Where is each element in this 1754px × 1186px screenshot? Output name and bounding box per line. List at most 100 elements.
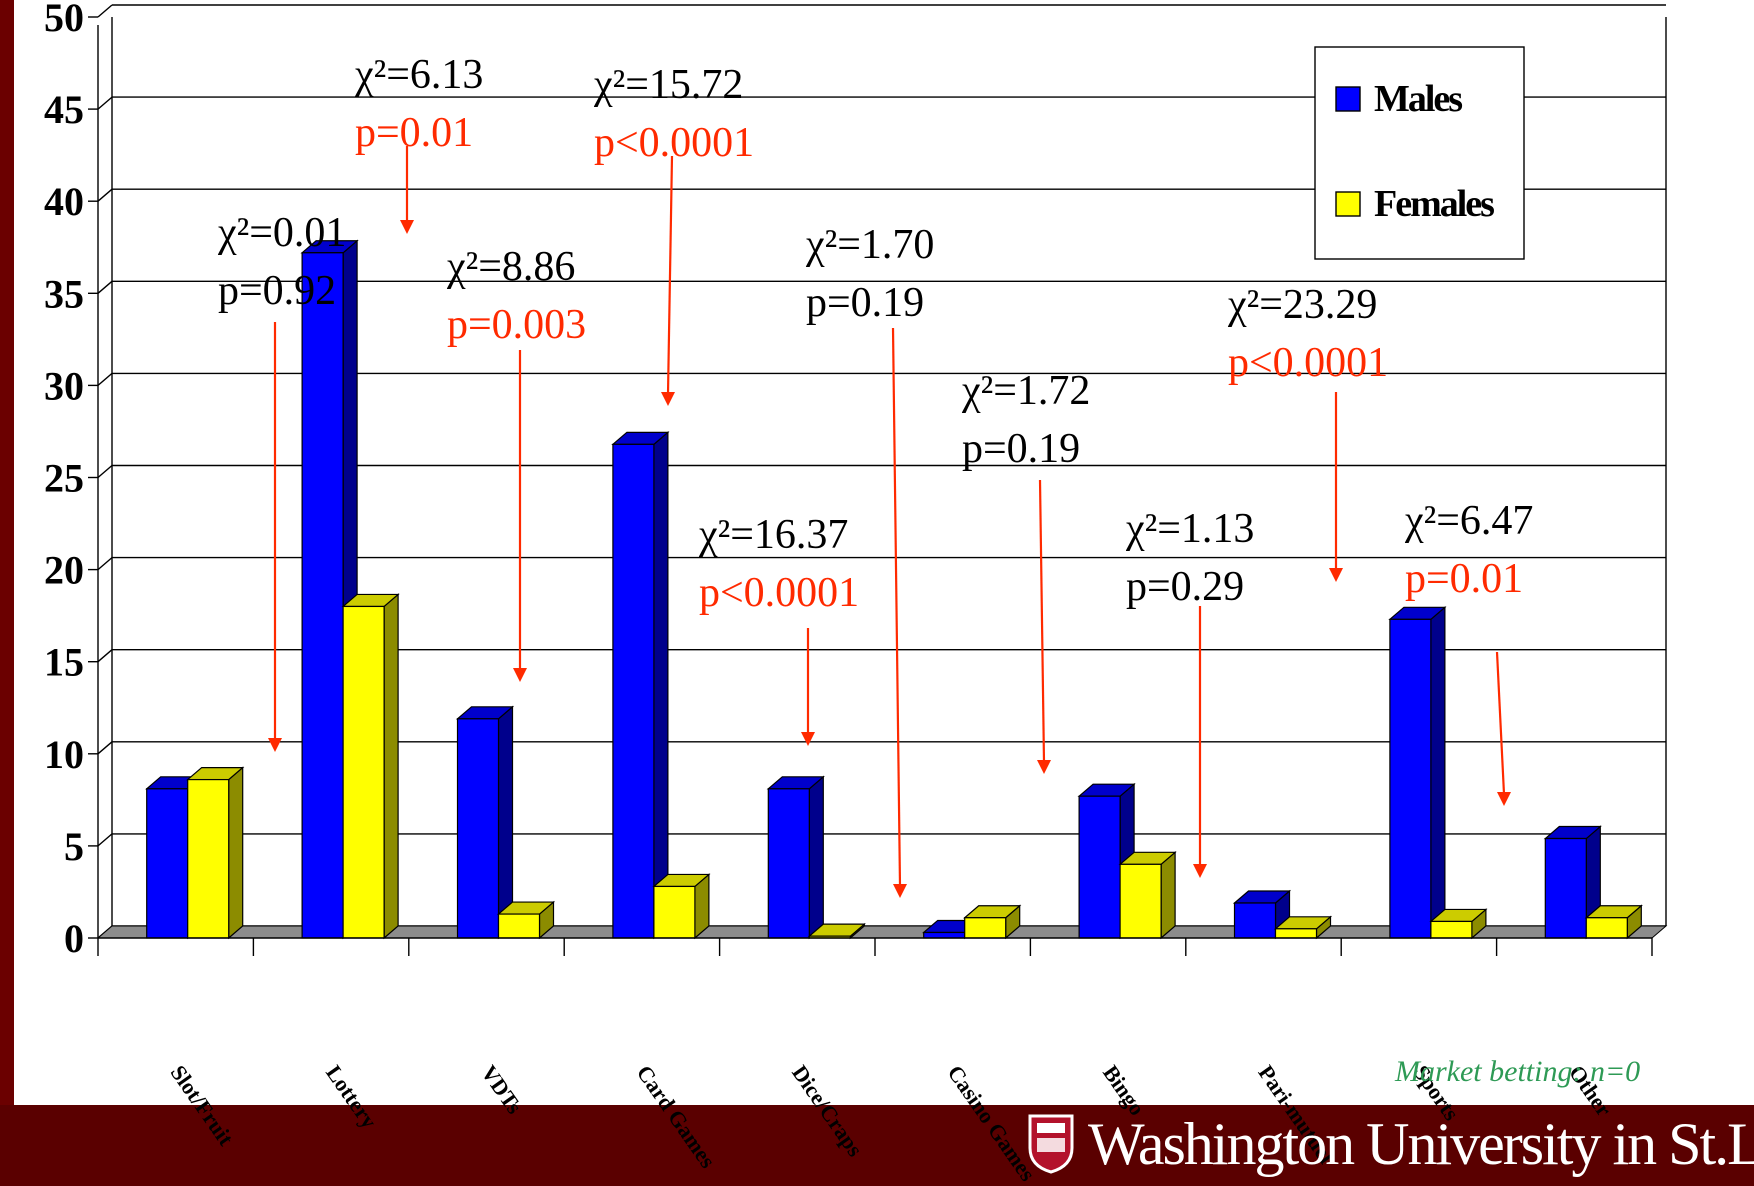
arrow-head — [661, 392, 675, 406]
p-value-label: p=0.29 — [1126, 564, 1244, 610]
bar-front — [187, 778, 230, 939]
arrow-head — [1497, 792, 1511, 806]
bar-females — [1273, 915, 1333, 940]
y-tick-label: 15 — [44, 640, 84, 685]
bar-front — [301, 252, 344, 939]
bar-males — [300, 239, 359, 940]
arrow-head — [400, 220, 414, 234]
bar-front — [1585, 917, 1628, 939]
footer-band — [0, 1105, 1754, 1186]
bar-front — [612, 443, 655, 939]
p-value-label: p=0.92 — [218, 268, 336, 314]
bar-front — [964, 917, 1007, 939]
stat-annotation: χ²=1.70 p=0.19 — [805, 222, 934, 898]
bar-front — [1389, 618, 1432, 939]
bar-front — [923, 931, 966, 939]
arrow-line — [1495, 651, 1506, 795]
bar-females — [1584, 904, 1643, 940]
arrow-head — [893, 884, 907, 898]
arrow-head — [268, 738, 282, 752]
bar-males — [1232, 889, 1292, 940]
arrow-head — [513, 668, 527, 682]
bar-front — [1233, 902, 1277, 939]
arrow-head — [801, 732, 815, 746]
y-tick-label: 20 — [44, 548, 84, 593]
bar-side — [808, 775, 824, 940]
bar-males — [455, 705, 515, 940]
bar-side — [653, 431, 669, 940]
bar-front — [146, 788, 189, 939]
stat-annotation: χ²=6.13 p=0.01 — [354, 52, 483, 234]
gridline-side — [97, 188, 113, 202]
gridline-side — [97, 741, 113, 755]
stat-annotation: χ²=1.72 p=0.19 — [961, 368, 1090, 774]
p-value-label: p<0.0001 — [1228, 340, 1388, 386]
y-tick-label: 5 — [64, 824, 84, 869]
bar-males — [1543, 825, 1602, 940]
bar-front — [1430, 920, 1473, 939]
p-value-label: p=0.19 — [806, 280, 924, 326]
stat-annotation: χ²=15.72 p<0.0001 — [593, 62, 754, 406]
x-tick-label: Card Games — [632, 1061, 721, 1173]
p-value-label: p=0.01 — [1405, 556, 1523, 602]
chi-square-label: χ²=23.29 — [1227, 282, 1377, 328]
gridline-side — [97, 280, 113, 294]
university-name: Washington University in St.Lo — [1088, 1110, 1754, 1177]
y-tick-label: 0 — [64, 916, 84, 961]
bar-females — [186, 766, 245, 940]
legend-swatch — [1335, 86, 1361, 112]
bar-side — [1430, 606, 1446, 940]
stat-annotation: χ²=0.01 p=0.92 — [217, 210, 346, 752]
legend-box — [1314, 46, 1525, 260]
legend-label: Females — [1374, 183, 1494, 225]
arrow-head — [1329, 568, 1343, 582]
stat-annotation: χ²=16.37 p<0.0001 — [698, 512, 859, 746]
gridline-side — [97, 833, 113, 847]
annotations-layer: χ²=0.01 p=0.92 χ²=6.13 p=0.01 χ²=8.86 p=0.003… — [217, 52, 1533, 898]
y-tick-label: 40 — [44, 179, 84, 224]
bar-front — [1078, 795, 1121, 939]
x-tick-label: Casino Games — [943, 1061, 1041, 1186]
x-tick-label: Slot/Fruit — [166, 1061, 239, 1151]
p-value-label: p<0.0001 — [699, 570, 859, 616]
bar-females — [1429, 908, 1488, 940]
bar-males — [611, 431, 670, 940]
arrow-line — [1038, 479, 1046, 763]
chi-square-label: χ²=15.72 — [593, 62, 743, 108]
bar-females — [807, 922, 866, 940]
chi-square-label: χ²=1.13 — [1125, 506, 1254, 552]
bar-females — [963, 904, 1022, 940]
gridline-side — [97, 372, 113, 386]
shield-icon — [1028, 1114, 1074, 1174]
x-tick-label: Lottery — [321, 1061, 382, 1133]
bar-side — [1160, 851, 1176, 940]
bar-front — [1274, 928, 1318, 939]
bar-males — [1388, 606, 1447, 940]
bar-females — [1118, 851, 1177, 940]
chi-square-label: χ²=8.86 — [446, 244, 575, 290]
stat-annotation: χ²=23.29 p<0.0001 — [1227, 282, 1388, 582]
legend: Males Females — [1314, 46, 1525, 260]
y-tick-label: 35 — [44, 271, 84, 316]
legend-swatch — [1335, 191, 1361, 217]
bar-front — [342, 605, 385, 939]
bar-females — [341, 593, 400, 940]
y-tick-label: 30 — [44, 363, 84, 408]
bar-males — [766, 775, 825, 940]
left-frame-border — [0, 0, 14, 1186]
bar-females — [496, 900, 556, 940]
p-value-label: p=0.01 — [355, 110, 473, 156]
x-tick-label: Dice/Craps — [787, 1061, 868, 1162]
arrow-head — [1193, 864, 1207, 878]
market-betting-note: Market betting: n=0 — [1394, 1055, 1640, 1088]
chi-square-label: χ²=6.47 — [1404, 498, 1533, 544]
stat-annotation: χ²=8.86 p=0.003 — [446, 244, 586, 682]
gridline-side — [97, 649, 113, 663]
bar-side — [228, 766, 244, 940]
gridline-side — [97, 464, 113, 479]
y-tick-label: 50 — [44, 0, 84, 40]
chi-square-label: χ²=0.01 — [217, 210, 346, 256]
p-value-label: p=0.003 — [447, 302, 586, 348]
